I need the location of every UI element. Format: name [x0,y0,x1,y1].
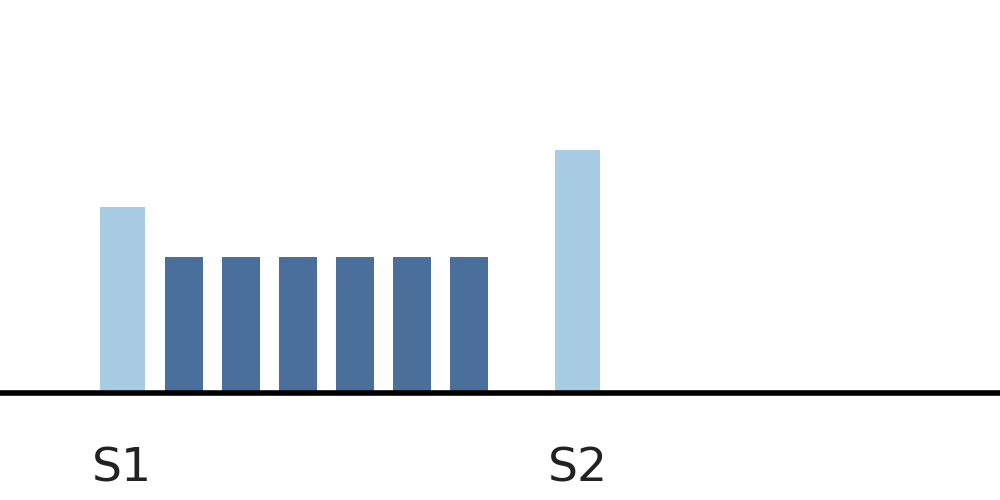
Text: S2: S2 [548,446,608,492]
Text: S1: S1 [92,446,152,492]
Bar [450,257,488,393]
Bar [279,257,317,393]
Bar [165,257,203,393]
Bar [336,257,374,393]
Bar [393,257,431,393]
Bar [100,207,145,393]
Bar [222,257,260,393]
Bar [555,150,600,393]
